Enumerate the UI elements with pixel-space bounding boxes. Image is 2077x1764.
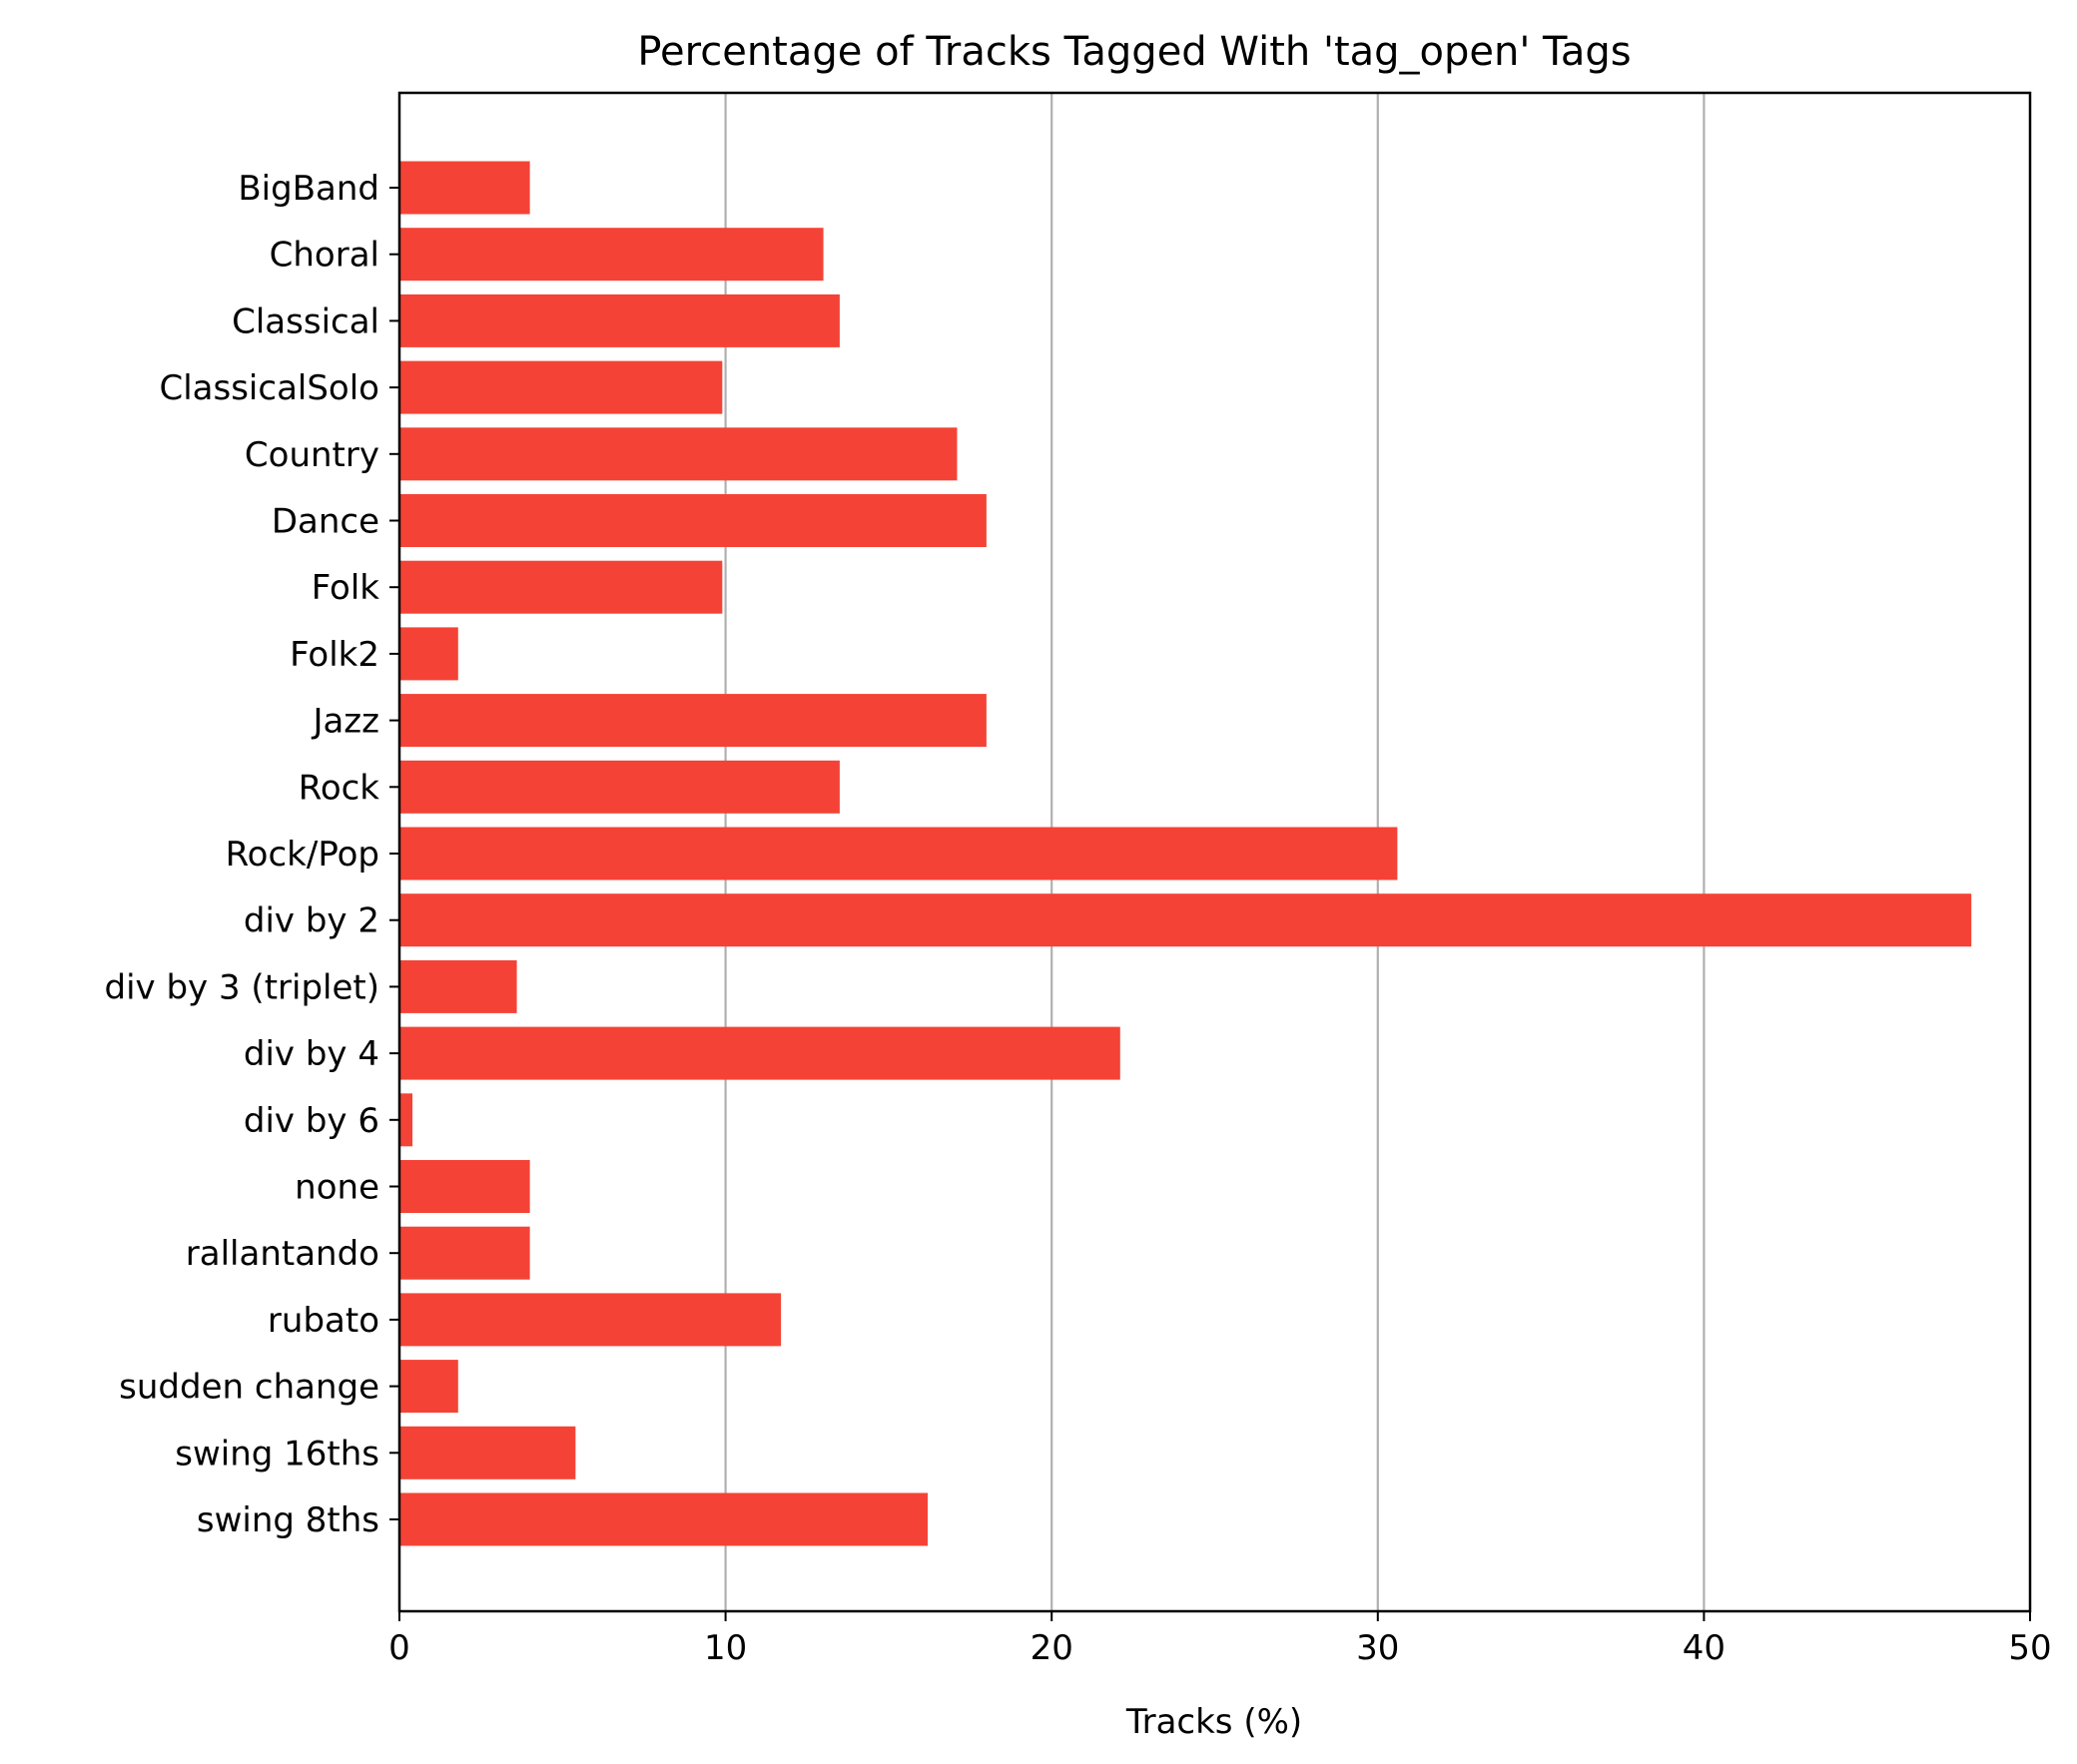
bar <box>399 360 723 414</box>
bar <box>399 760 840 814</box>
y-tick-label: div by 4 <box>244 1034 379 1074</box>
y-tick-label: rubato <box>268 1301 379 1341</box>
y-tick-label: Classical <box>232 301 379 341</box>
bar <box>399 627 458 681</box>
bar <box>399 427 958 481</box>
y-tick-label: none <box>295 1168 379 1208</box>
bar <box>399 560 723 614</box>
x-axis-ticks: 0 10 20 30 40 50 <box>388 1611 2052 1668</box>
bar <box>399 694 987 748</box>
x-tick-label: 10 <box>704 1628 747 1668</box>
y-tick-label: swing 16ths <box>175 1434 379 1473</box>
x-tick-label: 0 <box>388 1628 410 1668</box>
y-tick-label: Folk <box>312 568 380 608</box>
y-tick-label: Jazz <box>311 702 379 742</box>
bar <box>399 494 987 547</box>
bar <box>399 1492 929 1546</box>
y-tick-label: rallantando <box>186 1234 379 1274</box>
y-tick-label: ClassicalSolo <box>159 368 379 408</box>
y-tick-label: div by 2 <box>244 901 379 941</box>
bar <box>399 1293 782 1347</box>
bar <box>399 294 840 347</box>
bar <box>399 161 530 215</box>
bar <box>399 1026 1120 1080</box>
y-tick-label: Country <box>245 435 379 475</box>
bar <box>399 893 1972 947</box>
bar <box>399 1426 576 1479</box>
y-tick-label: sudden change <box>119 1368 379 1408</box>
bars <box>399 161 1972 1546</box>
x-axis-title: Tracks (%) <box>1125 1702 1302 1742</box>
y-tick-label: BigBand <box>238 169 379 209</box>
chart-title: Percentage of Tracks Tagged With 'tag_op… <box>637 29 1631 75</box>
bar <box>399 959 517 1013</box>
y-tick-label: swing 8ths <box>197 1500 379 1540</box>
bar <box>399 1160 530 1213</box>
bar <box>399 228 824 282</box>
x-tick-label: 50 <box>2008 1628 2051 1668</box>
y-tick-label: div by 3 (triplet) <box>105 967 379 1007</box>
bar <box>399 1093 413 1147</box>
y-tick-label: Rock <box>299 768 380 808</box>
y-tick-label: Choral <box>270 236 379 276</box>
x-tick-label: 20 <box>1031 1628 1073 1668</box>
bar <box>399 1360 458 1414</box>
bar <box>399 1226 530 1280</box>
y-axis-ticks: BigBand Choral Classical ClassicalSolo Count… <box>105 169 399 1540</box>
y-tick-label: div by 6 <box>244 1101 379 1141</box>
y-tick-label: Dance <box>272 502 379 542</box>
y-tick-label: Rock/Pop <box>226 835 379 875</box>
y-tick-label: Folk2 <box>290 635 379 675</box>
x-tick-label: 40 <box>1683 1628 1726 1668</box>
plot-frame <box>397 91 2032 1613</box>
x-tick-label: 30 <box>1356 1628 1399 1668</box>
bar <box>399 827 1398 881</box>
